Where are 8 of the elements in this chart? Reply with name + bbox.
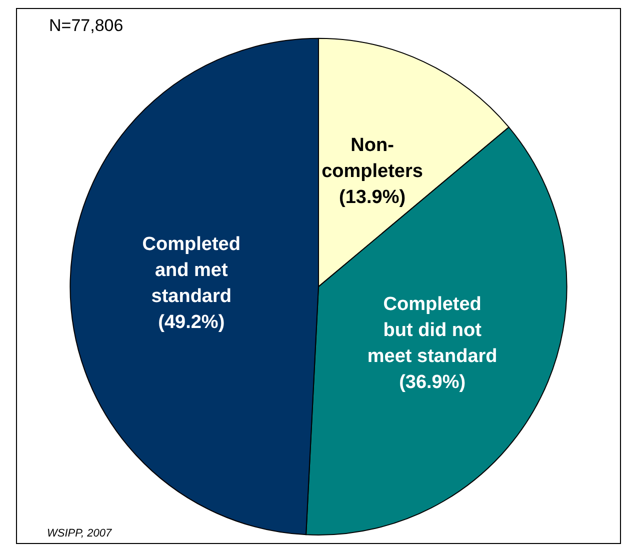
text: N=77,806 xyxy=(49,16,124,35)
data-label: (13.9%) xyxy=(339,186,406,208)
slice-label: Completed and met standard xyxy=(142,234,240,307)
slice-label: Completed but did not meet standard xyxy=(367,294,498,367)
slice-label: Non- completers xyxy=(322,134,423,182)
data-label: (36.9%) xyxy=(399,372,466,393)
data-label: (49.2%) xyxy=(158,312,225,333)
text: WSIPP, 2007 xyxy=(47,528,112,540)
